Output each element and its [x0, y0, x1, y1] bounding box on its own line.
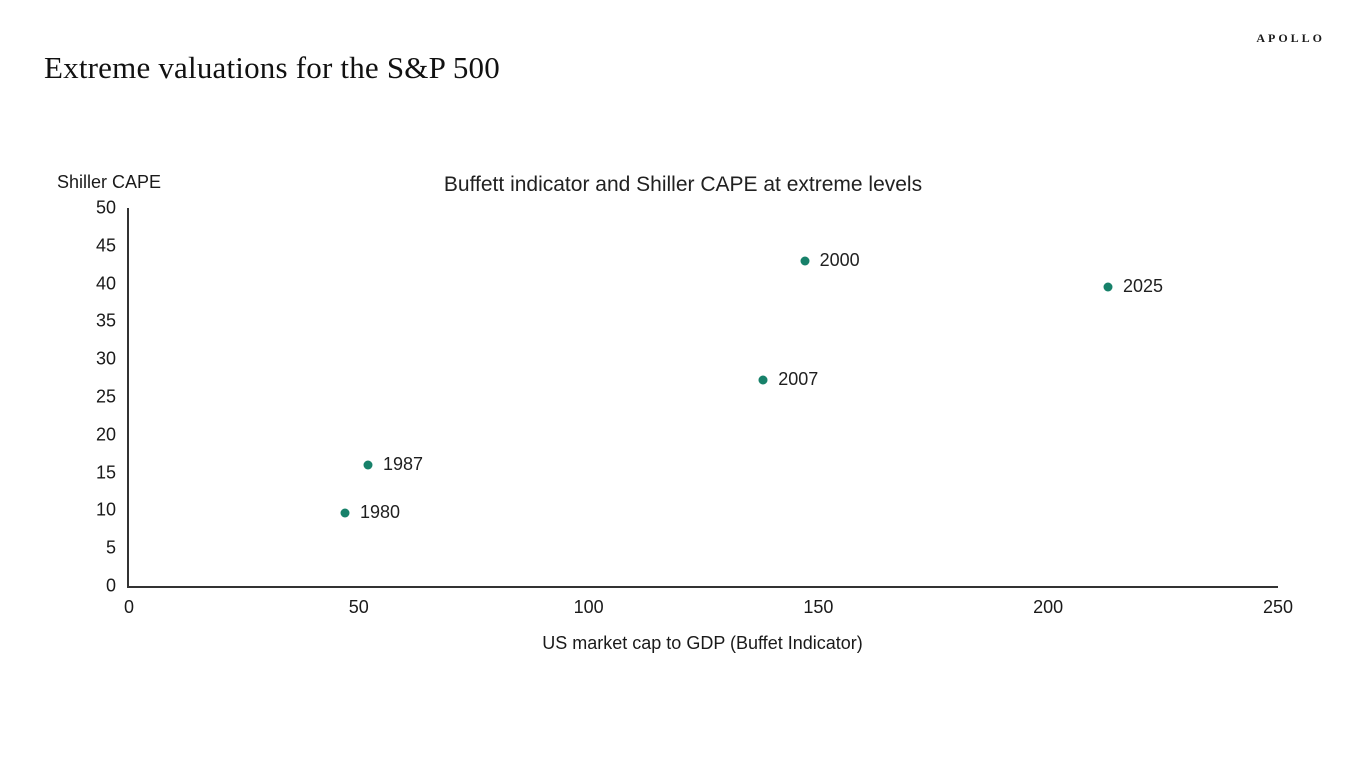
y-tick-label: 5 — [105, 537, 116, 558]
data-points: 1980 1987 2007 2000 2025 — [129, 208, 1278, 586]
y-tick-label: 20 — [95, 424, 116, 445]
y-tick-label: 35 — [95, 310, 116, 331]
x-tick-label: 150 — [803, 597, 834, 617]
y-tick-label: 40 — [95, 273, 116, 294]
y-tick-label: 30 — [95, 348, 116, 369]
scatter-point-dot — [800, 256, 810, 266]
apollo-logo: APOLLO — [1256, 31, 1325, 45]
chart-title: Buffett indicator and Shiller CAPE at ex… — [443, 173, 923, 196]
scatter-point-label: 2000 — [819, 249, 860, 270]
scatter-point-label: 2025 — [1122, 276, 1163, 297]
y-tick-label: 50 — [95, 197, 116, 218]
x-tick-label: 50 — [348, 597, 369, 617]
scatter-point-dot — [340, 508, 350, 518]
y-axis-label: Shiller CAPE — [57, 172, 162, 192]
x-tick-label: 200 — [1033, 597, 1064, 617]
scatter-point-dot — [363, 460, 373, 470]
x-tick-label: 100 — [573, 597, 604, 617]
scatter-point-dot — [1103, 282, 1113, 292]
scatter-point-label: 1980 — [360, 501, 401, 522]
y-tick-label: 15 — [95, 462, 116, 483]
scatter-point-label: 1987 — [382, 454, 424, 475]
y-tick-labels: 0 5 10 15 20 25 30 35 40 45 50 — [96, 198, 1278, 596]
y-tick-label: 0 — [105, 575, 116, 596]
x-tick-label: 250 — [1262, 597, 1294, 617]
scatter-point-label: 2007 — [778, 368, 819, 389]
y-tick-label: 25 — [95, 386, 116, 407]
x-axis-label: US market cap to GDP (Buffet Indicator) — [542, 633, 863, 653]
page-title: Extreme valuations for the S&P 500 — [44, 50, 500, 85]
x-tick-label: 0 — [123, 597, 135, 617]
scatter-point-dot — [758, 375, 768, 385]
y-tick-label: 45 — [95, 235, 116, 256]
x-tick-labels: 0 50 100 150 200 250 — [124, 208, 1293, 617]
y-tick-label: 10 — [95, 499, 116, 520]
plot-area: 0 5 10 15 20 25 30 35 40 45 50 0 50 100 150 200 250 198… — [96, 198, 1293, 618]
